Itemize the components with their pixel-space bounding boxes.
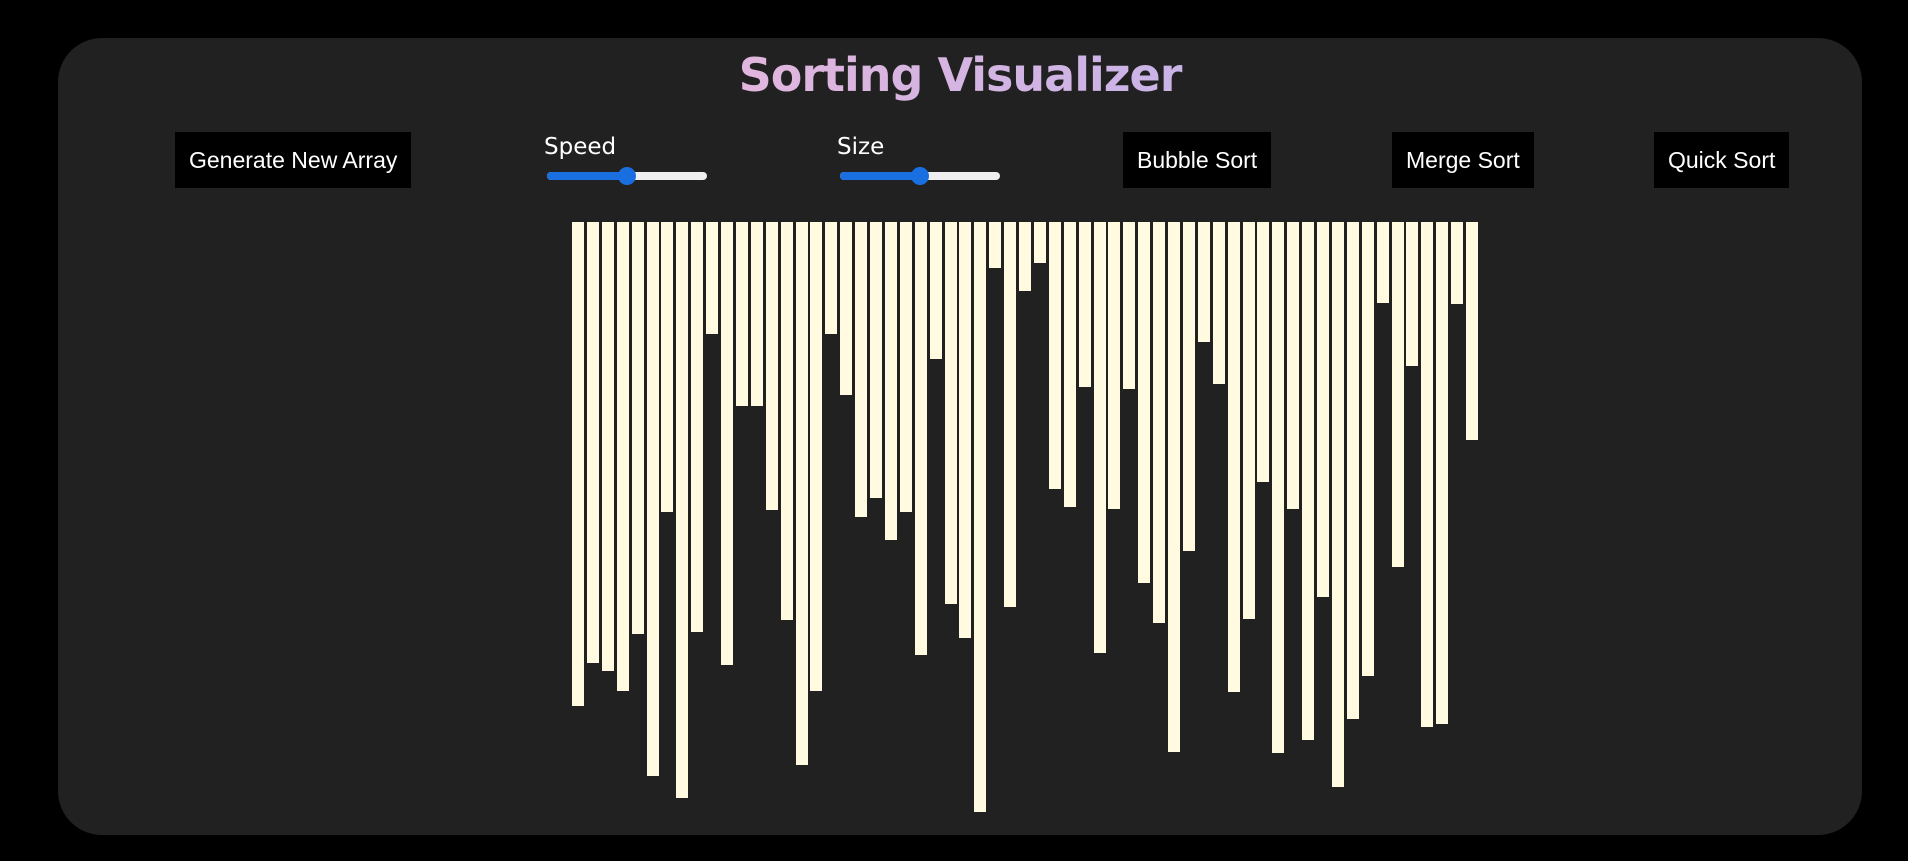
array-bar [1346,222,1359,719]
array-bar [974,222,987,812]
array-bar [1093,222,1106,653]
size-control: Size [837,134,1000,186]
array-bar [1406,222,1419,366]
array-bar [1391,222,1404,567]
speed-label: Speed [544,134,617,160]
array-bar [1317,222,1329,597]
array-bar [1302,222,1315,740]
speed-slider[interactable] [547,164,707,186]
array-bar [601,222,614,671]
array-bar [795,222,808,765]
array-bar [780,222,793,620]
array-bar [870,222,882,498]
array-bar [855,222,868,517]
speed-slider-thumb[interactable] [618,167,636,185]
array-bar [1078,222,1091,387]
array-bar [1331,222,1344,787]
array-bar [1272,222,1285,753]
array-bar [959,222,972,638]
array-bar [572,222,584,706]
merge-sort-button[interactable]: Merge Sort [1392,132,1534,188]
array-bar [1168,222,1180,752]
array-bar [914,222,927,655]
array-bar [706,222,719,334]
array-bar [1108,222,1121,509]
size-label: Size [837,134,885,160]
array-bar [691,222,704,632]
array-bar [1004,222,1017,607]
main-panel: Sorting Visualizer Generate New Array Sp… [58,38,1862,835]
quick-sort-button[interactable]: Quick Sort [1654,132,1790,188]
bubble-sort-button[interactable]: Bubble Sort [1123,132,1272,188]
array-bar [1033,222,1046,263]
array-bar [1436,222,1449,724]
array-bar [825,222,838,334]
array-bar [1048,222,1061,489]
array-bar [646,222,659,776]
size-slider[interactable] [840,164,1000,186]
array-bar [899,222,912,512]
array-bar [735,222,748,406]
array-bar [1123,222,1136,389]
array-bar [1153,222,1166,623]
array-bar [676,222,689,798]
array-bar [1421,222,1434,727]
array-bar [1197,222,1210,342]
size-slider-fill [840,172,920,180]
array-bar [631,222,644,634]
array-bar [840,222,853,395]
generate-new-array-button[interactable]: Generate New Array [175,132,412,188]
array-bar [810,222,823,691]
array-bar [616,222,629,691]
array-bar [1138,222,1151,583]
array-bar [661,222,674,512]
speed-control: Speed [544,134,707,186]
array-bar [1361,222,1374,676]
array-bar [721,222,733,665]
array-bar [1212,222,1225,384]
array-bar [1257,222,1270,482]
array-bar [1242,222,1255,619]
speed-slider-fill [547,172,627,180]
array-bar [1451,222,1464,304]
app-title: Sorting Visualizer [58,48,1862,102]
array-bar [989,222,1002,268]
array-bar [1063,222,1076,507]
array-bar [944,222,957,604]
array-bar [1287,222,1300,509]
array-bar [765,222,778,510]
array-bar [1466,222,1478,440]
array-bar [1227,222,1240,692]
array-bar [1019,222,1031,291]
size-slider-thumb[interactable] [911,167,929,185]
array-bar [1182,222,1195,551]
array-bar [884,222,897,540]
array-bar [750,222,763,406]
array-bar [586,222,599,663]
array-bar [1376,222,1389,303]
array-bar [929,222,942,359]
